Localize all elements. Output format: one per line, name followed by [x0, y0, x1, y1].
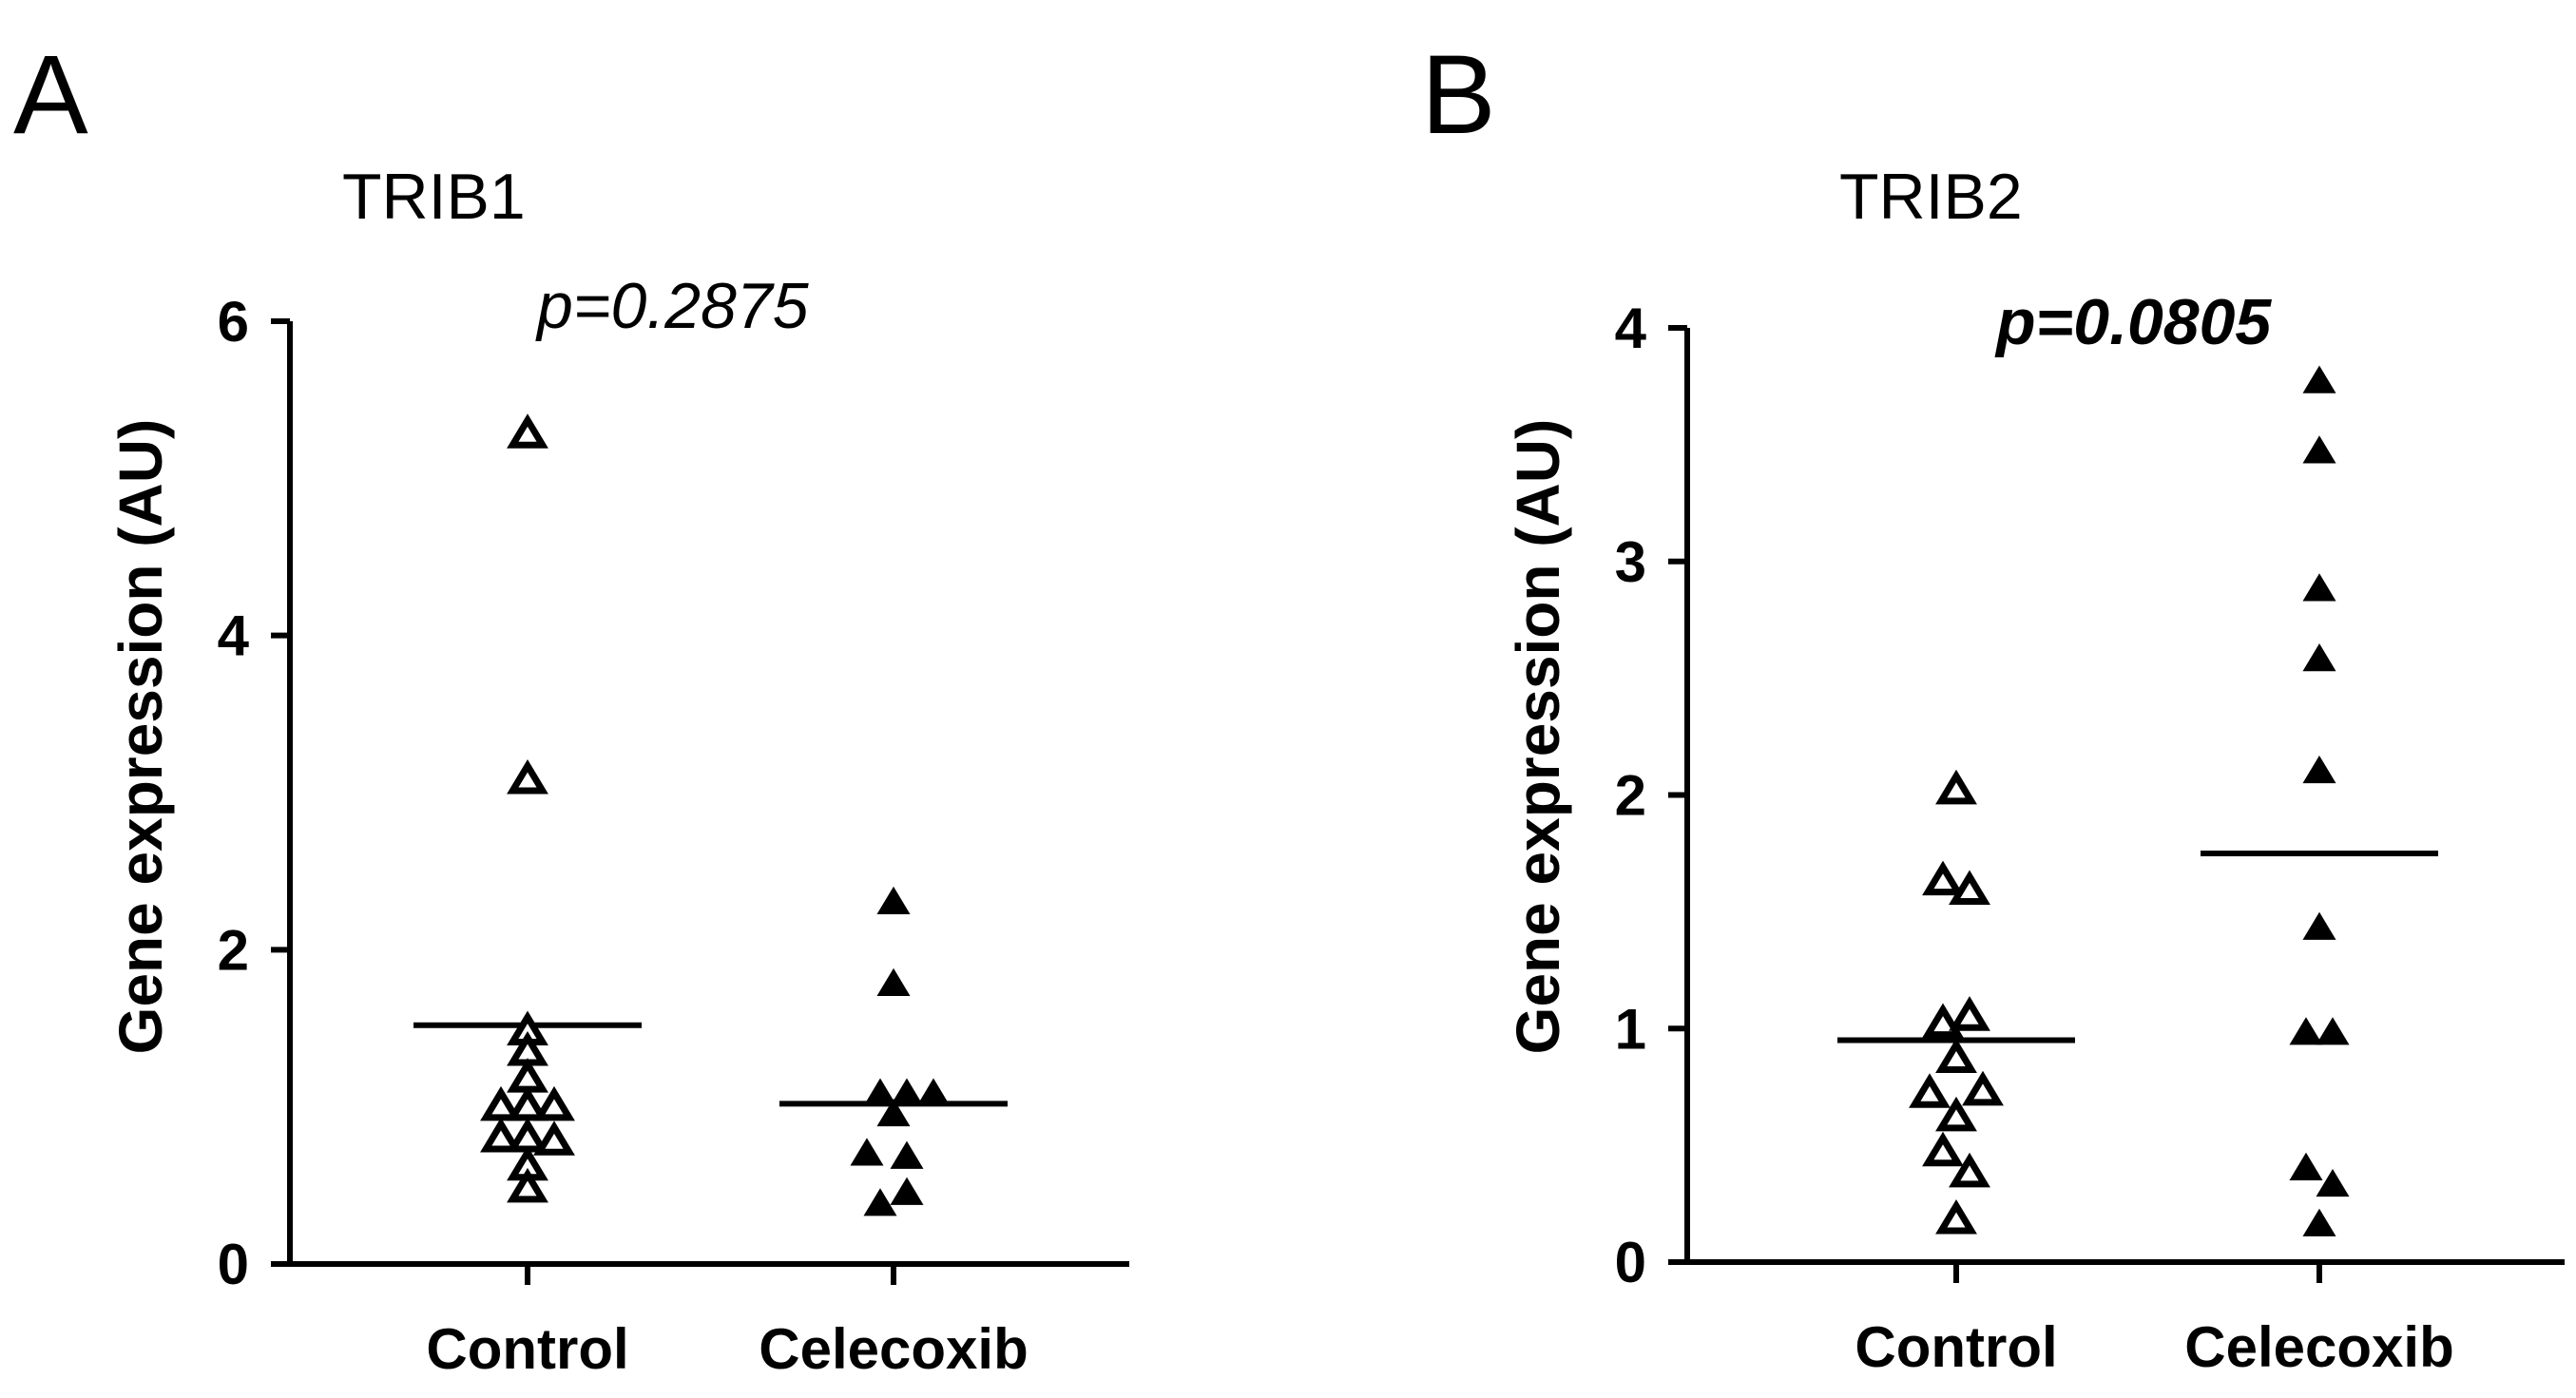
data-point-control [1962, 1070, 2004, 1106]
panel-b-title: TRIB2 [1839, 161, 2023, 233]
panel-a-x-ticks: Control Celecoxib [426, 1264, 1028, 1381]
data-point-celecoxib [2302, 573, 2336, 602]
data-point-celecoxib [2302, 1208, 2336, 1236]
data-point-control [1909, 1073, 1951, 1108]
y-tick-label: 6 [218, 290, 249, 354]
y-tick-label: 4 [218, 604, 250, 668]
y-tick-label: 3 [1615, 530, 1646, 594]
data-point-control [1935, 769, 1977, 805]
y-tick-label: 1 [1615, 997, 1646, 1061]
panel-b: B TRIB2 p=0.0805 Gene expression (AU) 0 1… [1421, 32, 2565, 1379]
data-point-celecoxib [876, 886, 911, 914]
y-tick-label: 2 [218, 918, 249, 982]
panel-a-title: TRIB1 [342, 161, 526, 233]
x-category-label: Control [1855, 1315, 2057, 1379]
data-point-celecoxib [863, 1188, 897, 1216]
data-point-control [507, 413, 548, 449]
data-point-celecoxib [876, 967, 911, 996]
data-point-celecoxib [890, 1140, 924, 1169]
data-point-control [1949, 1152, 1990, 1188]
data-point-celecoxib [2316, 1017, 2350, 1045]
data-point-control [1949, 996, 1990, 1031]
data-point-celecoxib [2289, 1017, 2323, 1045]
data-point-control [480, 1117, 522, 1153]
data-point-control [507, 1167, 548, 1203]
x-category-label: Control [426, 1317, 628, 1381]
x-category-label: Celecoxib [759, 1317, 1028, 1381]
panel-a-y-ticks: 0 2 4 6 [218, 290, 290, 1296]
data-point-control [533, 1120, 575, 1156]
y-tick-label: 0 [218, 1233, 249, 1296]
x-category-label: Celecoxib [2184, 1315, 2453, 1379]
data-point-celecoxib [2289, 1152, 2323, 1180]
data-point-celecoxib [2302, 435, 2336, 464]
data-point-control [480, 1085, 522, 1121]
y-tick-label: 2 [1615, 764, 1646, 828]
data-point-celecoxib [2302, 911, 2336, 940]
panel-a-letter: A [13, 32, 88, 158]
data-point-celecoxib [2302, 365, 2336, 393]
panel-a: A TRIB1 p=0.2875 Gene expression (AU) 0 2… [13, 32, 1129, 1381]
data-point-celecoxib [2316, 1168, 2350, 1197]
panel-b-p-value: p=0.0805 [1994, 286, 2272, 358]
data-point-control [1922, 1131, 1964, 1167]
panel-b-letter: B [1421, 32, 1496, 158]
panel-a-data-marks [413, 413, 1008, 1216]
data-point-celecoxib [916, 1078, 951, 1106]
data-point-control [507, 1117, 548, 1153]
data-point-celecoxib [850, 1138, 884, 1166]
panel-b-y-axis-title: Gene expression (AU) [1504, 419, 1572, 1055]
data-point-control [507, 758, 548, 795]
panel-b-data-marks [1837, 365, 2438, 1236]
data-point-control [1949, 870, 1990, 906]
data-point-control [507, 1058, 548, 1093]
data-point-control [1935, 1198, 1977, 1235]
data-point-celecoxib [890, 1177, 924, 1205]
data-point-celecoxib [2302, 643, 2336, 672]
data-point-celecoxib [890, 1078, 924, 1106]
data-point-control [507, 1085, 548, 1121]
y-tick-label: 0 [1615, 1231, 1646, 1294]
data-point-celecoxib [876, 1098, 911, 1127]
data-point-celecoxib [863, 1078, 897, 1106]
data-point-control [533, 1085, 575, 1121]
data-point-control [1935, 1096, 1977, 1132]
data-point-celecoxib [2302, 755, 2336, 784]
panel-b-x-ticks: Control Celecoxib [1855, 1262, 2454, 1379]
data-point-control [1935, 1038, 1977, 1073]
y-tick-label: 4 [1615, 297, 1647, 360]
panel-b-y-ticks: 0 1 2 3 4 [1615, 297, 1687, 1294]
panel-a-p-value: p=0.2875 [535, 270, 809, 342]
data-point-control [1922, 860, 1964, 896]
panel-a-y-axis-title: Gene expression (AU) [106, 419, 175, 1055]
